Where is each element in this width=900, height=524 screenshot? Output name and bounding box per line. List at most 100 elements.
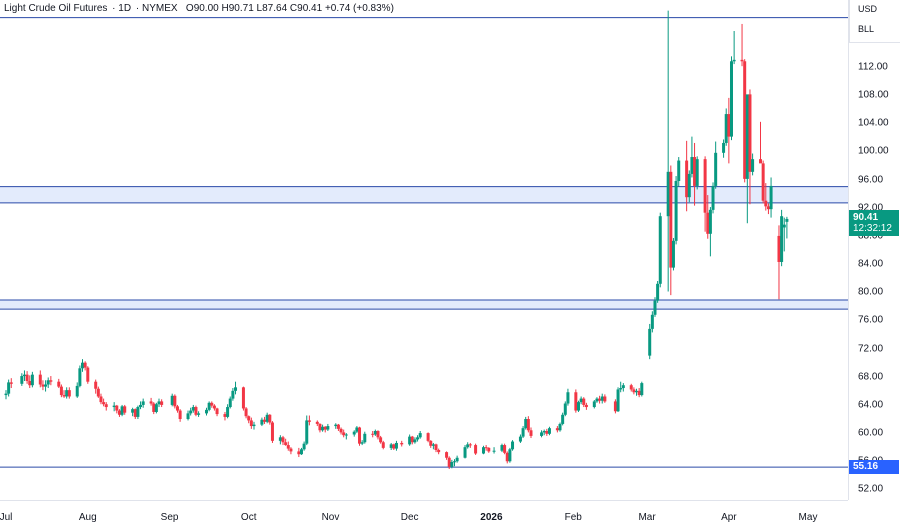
candle-body [186, 413, 190, 420]
candle-body [658, 216, 662, 284]
candle-body [115, 405, 119, 411]
interval-label[interactable]: 1D [118, 3, 132, 14]
candle-body [674, 180, 678, 241]
candle-body [703, 159, 707, 213]
candle-body [141, 401, 145, 405]
candle-body [650, 314, 654, 329]
candle-body [270, 422, 274, 441]
candle-body [732, 59, 736, 62]
candle-body [474, 445, 478, 454]
price-tick-label: 68.00 [858, 371, 884, 383]
candle-body [727, 114, 731, 137]
currency-menu[interactable]: USD BLL [849, 0, 900, 43]
candle-body [263, 419, 267, 422]
symbol-name[interactable]: Light Crude Oil Futures [4, 3, 108, 14]
candle-body [215, 408, 219, 415]
candle-body [447, 457, 451, 467]
close-label: C [289, 3, 298, 14]
candle-body [299, 449, 303, 455]
candle-body [653, 300, 657, 315]
price-tick-label: 76.00 [858, 314, 884, 326]
price-tick-label: 112.00 [858, 61, 888, 73]
candle-body [429, 440, 433, 446]
candle-body [566, 392, 570, 404]
price-tick-label: 92.00 [858, 202, 884, 214]
candle-body [25, 374, 29, 381]
candle-body [278, 437, 282, 441]
candle-body [592, 401, 596, 408]
candle-body [426, 433, 430, 441]
candle-body [505, 452, 509, 462]
candle-body [157, 401, 161, 405]
candle-body [685, 160, 689, 198]
candle-body [437, 450, 441, 453]
candle-body [149, 401, 153, 404]
candle-body [764, 200, 768, 207]
candle-body [632, 389, 636, 393]
low-label: L [256, 3, 263, 14]
candle-body [197, 413, 201, 415]
price-tick-label: 72.00 [858, 343, 884, 355]
candle-body [637, 390, 641, 396]
change-value: +0.74 (+0.83%) [324, 3, 394, 14]
candle-body [598, 398, 602, 401]
candle-body [693, 157, 697, 186]
candle-body [669, 171, 673, 268]
candle-body [603, 396, 607, 402]
time-tick-label: Aug [78, 512, 97, 523]
candle-body [769, 185, 773, 210]
candle-body [389, 444, 393, 448]
candle-body [492, 450, 496, 452]
candle-body [671, 240, 675, 268]
candle-body [286, 445, 290, 449]
candle-body [28, 380, 32, 386]
low-value: 87.64 [262, 3, 288, 14]
candle-body [526, 419, 530, 431]
candle-body [9, 382, 13, 384]
candle-body [759, 159, 763, 164]
candle-body [542, 430, 546, 433]
currency-button[interactable]: USD [858, 4, 878, 14]
candle-body [57, 381, 61, 387]
candle-body [289, 448, 293, 452]
candle-body [112, 405, 116, 408]
candle-body [249, 420, 253, 427]
candlestick-chart[interactable] [0, 0, 848, 500]
close-value: 90.41 [297, 3, 323, 14]
unit-button[interactable]: BLL [858, 24, 875, 34]
candle-body [62, 395, 66, 397]
candle-body [648, 328, 652, 356]
candle-body [751, 159, 755, 172]
last-price-value: 90.41 [853, 211, 879, 223]
time-tick-label: Mar [638, 512, 656, 523]
candle-body [315, 421, 319, 424]
candle-body [785, 218, 789, 222]
candle-body [59, 386, 63, 396]
candle-body [392, 444, 396, 449]
candle-body [154, 404, 158, 412]
symbol-legend[interactable]: Light Crude Oil Futures · 1D · NYMEX O90… [4, 3, 394, 14]
candle-body [766, 206, 770, 210]
last-price-badge: 90.41 12:32:12 [849, 209, 899, 236]
candle-body [120, 406, 124, 415]
candle-body [281, 437, 285, 443]
support-resistance-zone [0, 300, 848, 310]
candle-body [260, 419, 264, 425]
candle-body [323, 426, 327, 430]
price-scale[interactable]: 120.00116.00112.00108.00104.00100.0096.0… [848, 0, 900, 500]
candle-body [394, 442, 398, 449]
candle-body [99, 396, 103, 403]
price-tick-label: 108.00 [858, 89, 889, 101]
candle-body [358, 427, 362, 444]
support-resistance-zone [0, 186, 848, 203]
time-axis[interactable]: Jul Aug Sep Oct Nov Dec 2026 Feb Mar Apr May [0, 500, 848, 524]
candle-body [207, 402, 211, 410]
candle-body [740, 59, 744, 62]
candle-body [508, 449, 512, 462]
candle-body [521, 428, 525, 437]
candle-body [540, 432, 544, 436]
candle-body [584, 404, 588, 408]
candle-body [65, 390, 69, 397]
candle-body [724, 114, 728, 143]
chart-pane[interactable] [0, 0, 848, 500]
